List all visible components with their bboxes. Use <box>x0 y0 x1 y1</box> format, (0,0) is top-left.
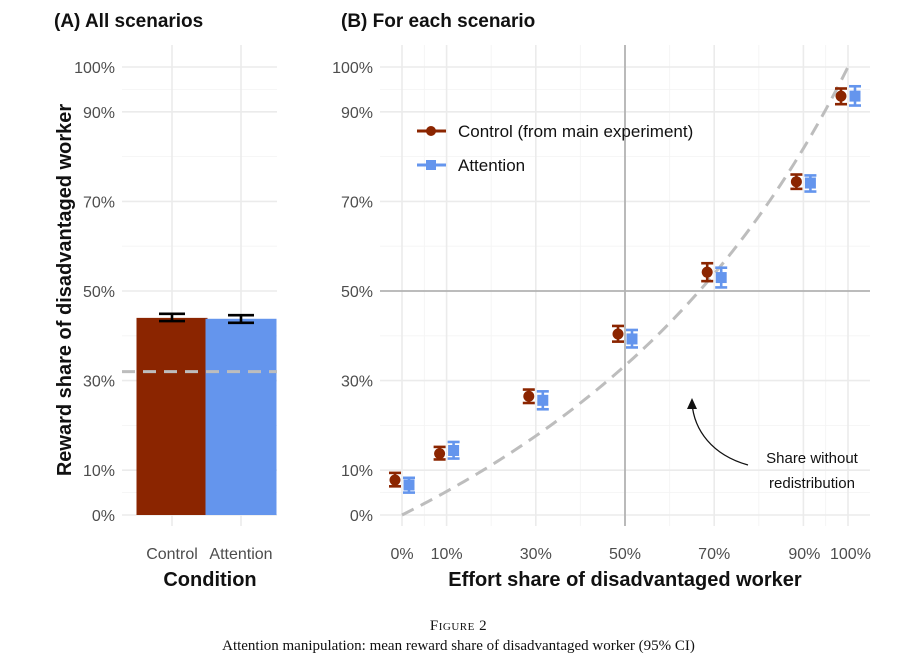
annotation-line-2: redistribution <box>769 475 855 492</box>
point-control <box>701 266 713 278</box>
panel-b-title: (B) For each scenario <box>341 11 535 32</box>
panel-b-xtick-label: 90% <box>788 546 820 563</box>
panel-b-ytick-label: 10% <box>341 463 373 480</box>
legend-attention-label: Attention <box>458 156 525 175</box>
point-control <box>523 390 535 402</box>
panel-a-ylabel: Reward share of disadvantaged worker <box>54 104 76 477</box>
bar-control <box>136 317 208 515</box>
figure-caption: Attention manipulation: mean reward shar… <box>222 638 695 654</box>
reference-curve <box>401 66 850 517</box>
point-attention <box>804 177 816 189</box>
panel-a-xtick-label: Attention <box>209 546 272 563</box>
panel-a-xtick-label: Control <box>146 546 198 563</box>
point-attention <box>626 333 638 345</box>
point-attention <box>537 394 549 406</box>
annotation-arrowhead <box>687 398 697 409</box>
panel-a-ytick-label: 30% <box>83 374 115 391</box>
point-control <box>434 448 446 460</box>
panel-a-ytick-label: 50% <box>83 284 115 301</box>
panel-b-ytick-label: 90% <box>341 105 373 122</box>
annotation-arrow <box>691 402 749 466</box>
bar-attention <box>205 318 277 515</box>
panel-a-ytick-label: 100% <box>74 60 115 77</box>
panel-a-xlabel: Condition <box>163 569 256 591</box>
legend-item-control: Control (from main experiment) <box>417 122 693 141</box>
panel-b-xtick-label: 70% <box>698 546 730 563</box>
panel-b: (B) For each scenario 0% 10% 30% 50% 70% 90% 1… <box>332 11 871 591</box>
panel-a: (A) All scenarios 0%10%30%50%70%90%100% … <box>54 11 277 591</box>
point-attention <box>715 272 727 284</box>
panel-b-xtick-label: 50% <box>609 546 641 563</box>
panel-b-ytick-label: 70% <box>341 194 373 211</box>
legend-attention-marker <box>426 160 436 170</box>
legend-control-label: Control (from main experiment) <box>458 122 693 141</box>
reference-curve-annotation: Share without redistribution <box>687 398 859 492</box>
legend-item-attention: Attention <box>417 156 525 175</box>
point-attention <box>403 479 415 491</box>
legend-control-marker <box>426 126 436 136</box>
panel-b-ytick-label: 30% <box>341 374 373 391</box>
figure-label: Figure 2 <box>429 618 488 634</box>
panel-b-xtick-label: 0% <box>390 546 413 563</box>
panel-b-ytick-label: 0% <box>350 508 373 525</box>
figure-2-chart: (A) All scenarios 0%10%30%50%70%90%100% … <box>54 11 871 591</box>
panel-b-xtick-label: 30% <box>520 546 552 563</box>
panel-a-ytick-label: 10% <box>83 463 115 480</box>
panel-b-ytick-label: 100% <box>332 60 373 77</box>
legend: Control (from main experiment) Attention <box>417 122 693 175</box>
panel-a-ytick-label: 70% <box>83 194 115 211</box>
panel-b-xtick-label: 10% <box>431 546 463 563</box>
annotation-line-1: Share without <box>766 450 859 467</box>
panel-a-title: (A) All scenarios <box>54 11 203 32</box>
panel-b-ytick-label: 50% <box>341 284 373 301</box>
point-control <box>835 90 847 102</box>
point-control <box>612 328 624 340</box>
panel-a-ytick-label: 0% <box>92 508 115 525</box>
point-attention <box>849 90 861 102</box>
point-control <box>790 176 802 188</box>
panel-b-xlabel: Effort share of disadvantaged worker <box>448 569 802 591</box>
panel-b-xtick-label: 100% <box>830 546 871 563</box>
point-attention <box>448 444 460 456</box>
point-control <box>389 474 401 486</box>
panel-a-ytick-label: 90% <box>83 105 115 122</box>
